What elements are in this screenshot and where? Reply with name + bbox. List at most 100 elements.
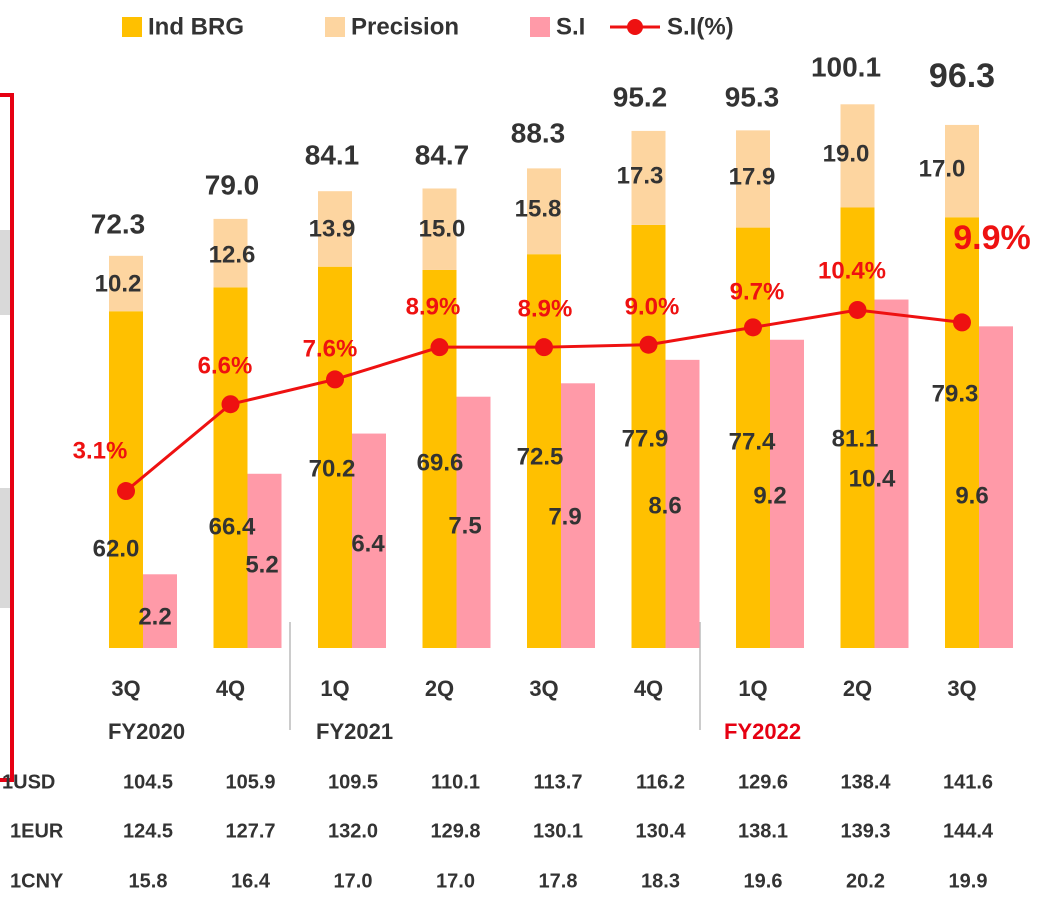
x-tick-label: 1Q bbox=[320, 676, 349, 701]
table-cell: 110.1 bbox=[431, 771, 480, 793]
data-label: 2.2 bbox=[138, 603, 171, 630]
table-cell: 116.2 bbox=[636, 771, 685, 793]
bar bbox=[945, 217, 979, 648]
bar bbox=[945, 124, 979, 218]
table-cell: 105.9 bbox=[225, 771, 275, 793]
side-frame bbox=[0, 93, 14, 782]
data-label: 17.3 bbox=[617, 162, 664, 189]
legend-swatch bbox=[530, 17, 550, 37]
line-marker bbox=[535, 338, 553, 357]
data-label: 7.6% bbox=[303, 335, 358, 362]
table-cell: 129.8 bbox=[430, 820, 480, 842]
table-cell: 15.8 bbox=[129, 870, 168, 892]
bar bbox=[770, 339, 804, 648]
data-label: 17.0 bbox=[919, 155, 966, 182]
line-marker bbox=[430, 338, 449, 357]
fiscal-year-label: FY2020 bbox=[108, 719, 185, 744]
data-label: 3.1% bbox=[73, 437, 128, 464]
table-cell: 141.6 bbox=[943, 771, 993, 793]
table-cell: 138.4 bbox=[840, 771, 891, 793]
data-label: 69.6 bbox=[417, 449, 464, 476]
table-row-label: 1CNY bbox=[10, 870, 64, 892]
bar bbox=[318, 266, 352, 648]
total-label: 88.3 bbox=[511, 117, 566, 148]
data-label: 13.9 bbox=[309, 215, 356, 242]
line-marker bbox=[848, 300, 867, 319]
legend-swatch bbox=[325, 17, 345, 37]
line-marker bbox=[117, 482, 135, 501]
bar bbox=[422, 188, 457, 270]
data-label: 9.9% bbox=[953, 219, 1031, 257]
bar bbox=[422, 269, 457, 648]
bar bbox=[561, 383, 595, 648]
table-cell: 127.7 bbox=[225, 820, 275, 842]
table-cell: 130.1 bbox=[533, 820, 583, 842]
legend-label: S.I bbox=[556, 13, 585, 40]
bar bbox=[213, 218, 248, 288]
x-tick-label: 4Q bbox=[216, 676, 245, 701]
data-label: 9.2 bbox=[753, 482, 786, 509]
bar bbox=[318, 191, 352, 267]
line-marker bbox=[744, 318, 762, 337]
bar bbox=[527, 168, 561, 255]
data-label: 15.8 bbox=[515, 195, 562, 222]
data-label: 7.5 bbox=[448, 512, 481, 539]
line-marker bbox=[639, 335, 658, 354]
data-label: 81.1 bbox=[832, 425, 879, 452]
bar bbox=[631, 130, 666, 225]
table-row-label: 1EUR bbox=[10, 820, 64, 842]
bar bbox=[109, 311, 143, 648]
bar bbox=[736, 227, 770, 649]
data-label: 10.4% bbox=[818, 257, 886, 284]
data-label: 8.9% bbox=[518, 295, 573, 322]
bar bbox=[352, 433, 386, 648]
data-label: 6.4 bbox=[351, 530, 385, 557]
table-cell: 124.5 bbox=[123, 820, 173, 842]
line-marker bbox=[326, 370, 344, 389]
legend-marker bbox=[627, 19, 643, 35]
total-label: 95.2 bbox=[613, 81, 668, 112]
table-cell: 130.4 bbox=[635, 820, 686, 842]
data-label: 8.6 bbox=[648, 492, 681, 519]
data-label: 12.6 bbox=[209, 241, 256, 268]
bar bbox=[840, 104, 875, 208]
data-label: 15.0 bbox=[419, 215, 466, 242]
table-cell: 104.5 bbox=[123, 771, 173, 793]
data-label: 62.0 bbox=[93, 535, 140, 562]
bar bbox=[874, 299, 909, 648]
total-label: 72.3 bbox=[91, 208, 146, 239]
data-label: 10.2 bbox=[95, 270, 142, 297]
table-cell: 129.6 bbox=[738, 771, 788, 793]
table-cell: 138.1 bbox=[738, 820, 788, 842]
legend-label: Precision bbox=[351, 13, 459, 40]
table-cell: 20.2 bbox=[846, 870, 885, 892]
bar bbox=[247, 473, 282, 648]
table-cell: 17.0 bbox=[436, 870, 475, 892]
line-marker bbox=[221, 395, 240, 414]
side-block bbox=[0, 488, 10, 608]
side-panel bbox=[0, 93, 14, 782]
table-cell: 113.7 bbox=[534, 771, 583, 793]
legend-label: Ind BRG bbox=[148, 13, 244, 40]
data-label: 72.5 bbox=[517, 443, 564, 470]
total-label: 96.3 bbox=[929, 57, 995, 95]
bar bbox=[840, 207, 875, 648]
x-tick-label: 4Q bbox=[634, 676, 663, 701]
data-label: 6.6% bbox=[198, 352, 253, 379]
x-tick-label: 2Q bbox=[425, 676, 454, 701]
x-tick-label: 1Q bbox=[738, 676, 767, 701]
bar bbox=[736, 130, 770, 228]
fiscal-year-label: FY2021 bbox=[316, 719, 393, 744]
bar bbox=[631, 224, 666, 648]
data-label: 9.6 bbox=[955, 482, 988, 509]
x-tick-label: 3Q bbox=[111, 676, 140, 701]
x-tick-label: 2Q bbox=[843, 676, 872, 701]
data-label: 19.0 bbox=[823, 140, 870, 167]
table-cell: 18.3 bbox=[641, 870, 680, 892]
table-cell: 19.9 bbox=[949, 870, 988, 892]
table-cell: 17.8 bbox=[539, 870, 578, 892]
bar bbox=[665, 359, 700, 648]
table-cell: 144.4 bbox=[943, 820, 994, 842]
table-cell: 139.3 bbox=[840, 820, 890, 842]
